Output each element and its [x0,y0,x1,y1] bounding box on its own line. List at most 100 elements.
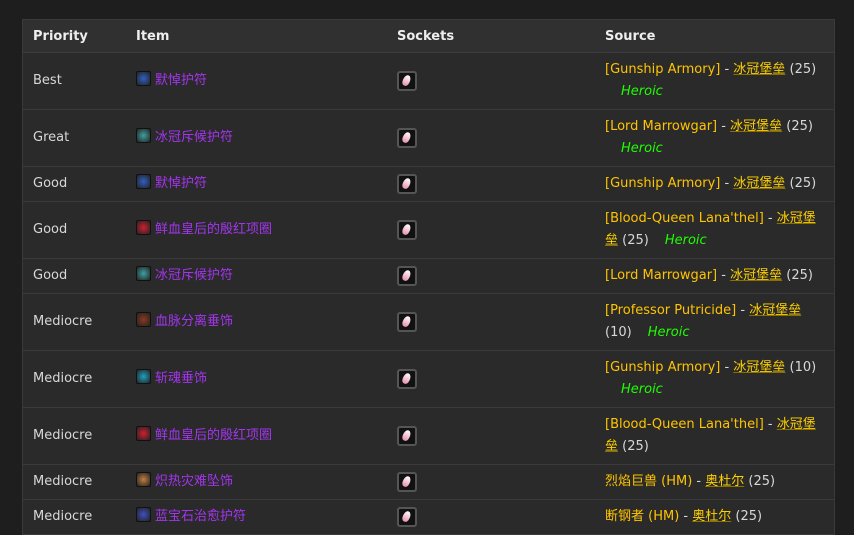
source-cell: 烈焰巨兽 (HM) - 奥杜尔 (25) [595,464,835,500]
sockets-cell [387,52,595,110]
item-link[interactable]: 冰冠斥候护符 [155,130,234,145]
table-row: Best 默悼护符 [Gunship Armory] - 冰冠堡垒 (25) He… [22,52,835,110]
boss-link[interactable]: 烈焰巨兽 (HM) [605,474,693,489]
sockets-cell [387,407,595,465]
priority-cell: Mediocre [22,407,126,465]
separator: - [720,62,734,77]
separator: - [692,474,706,489]
item-link[interactable]: 鲜血皇后的殷红项圈 [155,428,273,443]
boss-link[interactable]: [Lord Marrowgar] [605,268,718,283]
item-link[interactable]: 斩魂垂饰 [155,371,208,386]
item-cell: 炽热灾难坠饰 [126,464,387,500]
item-cell: 冰冠斥候护符 [126,109,387,167]
priority-cell: Mediocre [22,350,126,408]
sockets-cell [387,293,595,351]
item-icon[interactable] [136,220,151,235]
priority-cell: Great [22,109,126,167]
zone-link[interactable]: 冰冠堡垒 [605,417,816,454]
source-cell: [Lord Marrowgar] - 冰冠堡垒 (25) [595,258,835,294]
source-cell: 断钢者 (HM) - 奥杜尔 (25) [595,499,835,535]
zone-link[interactable]: 冰冠堡垒 [733,176,786,191]
source-cell: [Professor Putricide] - 冰冠堡垒 (10) Heroic [595,293,835,351]
item-link[interactable]: 炽热灾难坠饰 [155,474,234,489]
item-link[interactable]: 默悼护符 [155,176,208,191]
zone-link[interactable]: 冰冠堡垒 [605,211,816,248]
zone-link[interactable]: 冰冠堡垒 [749,303,802,318]
raid-size: (25) [782,268,813,283]
source-cell: [Gunship Armory] - 冰冠堡垒 (25) [595,166,835,202]
raid-size: (25) [618,439,649,454]
separator: - [720,176,734,191]
prismatic-socket-icon [397,506,417,527]
item-icon[interactable] [136,426,151,441]
zone-link[interactable]: 奥杜尔 [705,474,745,489]
zone-link[interactable]: 奥杜尔 [692,509,732,524]
prismatic-socket-icon [397,173,417,194]
heroic-tag: Heroic [664,233,707,248]
priority-cell: Mediocre [22,464,126,500]
source-cell: [Blood-Queen Lana'thel] - 冰冠堡垒 (25) [595,407,835,465]
item-icon[interactable] [136,128,151,143]
separator: - [763,211,777,226]
zone-link[interactable]: 冰冠堡垒 [730,119,783,134]
raid-size: (10) [605,325,632,340]
table-row: Good 默悼护符 [Gunship Armory] - 冰冠堡垒 (25) [22,166,835,202]
raid-size: (25) [744,474,776,489]
separator: - [717,119,731,134]
sockets-cell [387,350,595,408]
raid-size: (25) [618,233,649,248]
item-link[interactable]: 血脉分离垂饰 [155,314,234,329]
item-cell: 鲜血皇后的殷红项圈 [126,407,387,465]
boss-link[interactable]: [Gunship Armory] [605,360,721,375]
item-icon[interactable] [136,312,151,327]
table-row: Mediocre 鲜血皇后的殷红项圈 [Blood-Queen Lana'the… [22,407,835,465]
zone-link[interactable]: 冰冠堡垒 [733,62,786,77]
heroic-tag: Heroic [621,382,663,397]
header-sockets: Sockets [387,19,595,53]
zone-link[interactable]: 冰冠堡垒 [733,360,786,375]
separator: - [720,360,734,375]
item-icon[interactable] [136,71,151,86]
prismatic-socket-icon [397,70,417,91]
table-row: Good 冰冠斥候护符 [Lord Marrowgar] - 冰冠堡垒 (25) [22,258,835,294]
item-cell: 默悼护符 [126,166,387,202]
source-cell: [Blood-Queen Lana'thel] - 冰冠堡垒 (25) Heroi… [595,201,835,259]
boss-link[interactable]: [Blood-Queen Lana'thel] [605,211,764,226]
heroic-tag: Heroic [647,325,690,340]
zone-link[interactable]: 冰冠堡垒 [730,268,783,283]
priority-cell: Mediocre [22,293,126,351]
table-row: Good 鲜血皇后的殷红项圈 [Blood-Queen Lana'thel] -… [22,201,835,259]
item-icon[interactable] [136,369,151,384]
boss-link[interactable]: [Lord Marrowgar] [605,119,718,134]
boss-link[interactable]: [Professor Putricide] [605,303,737,318]
priority-cell: Good [22,201,126,259]
prismatic-socket-icon [397,471,417,492]
item-icon[interactable] [136,174,151,189]
raid-size: (25) [785,176,817,191]
raid-size: (25) [731,509,763,524]
item-link[interactable]: 鲜血皇后的殷红项圈 [155,222,273,237]
boss-link[interactable]: [Gunship Armory] [605,62,721,77]
item-cell: 蓝宝石治愈护符 [126,499,387,535]
item-cell: 斩魂垂饰 [126,350,387,408]
prismatic-socket-icon [397,425,417,446]
boss-link[interactable]: 断钢者 (HM) [605,509,680,524]
sockets-cell [387,464,595,500]
boss-link[interactable]: [Gunship Armory] [605,176,721,191]
item-icon[interactable] [136,472,151,487]
sockets-cell [387,258,595,294]
prismatic-socket-icon [397,368,417,389]
item-icon[interactable] [136,266,151,281]
heroic-tag: Heroic [621,141,663,156]
sockets-cell [387,201,595,259]
item-link[interactable]: 蓝宝石治愈护符 [155,509,247,524]
item-link[interactable]: 默悼护符 [155,73,208,88]
item-cell: 鲜血皇后的殷红项圈 [126,201,387,259]
item-link[interactable]: 冰冠斥候护符 [155,268,234,283]
source-cell: [Gunship Armory] - 冰冠堡垒 (10) Heroic [595,350,835,408]
boss-link[interactable]: [Blood-Queen Lana'thel] [605,417,764,432]
separator: - [736,303,750,318]
priority-cell: Good [22,258,126,294]
item-cell: 冰冠斥候护符 [126,258,387,294]
separator: - [679,509,693,524]
